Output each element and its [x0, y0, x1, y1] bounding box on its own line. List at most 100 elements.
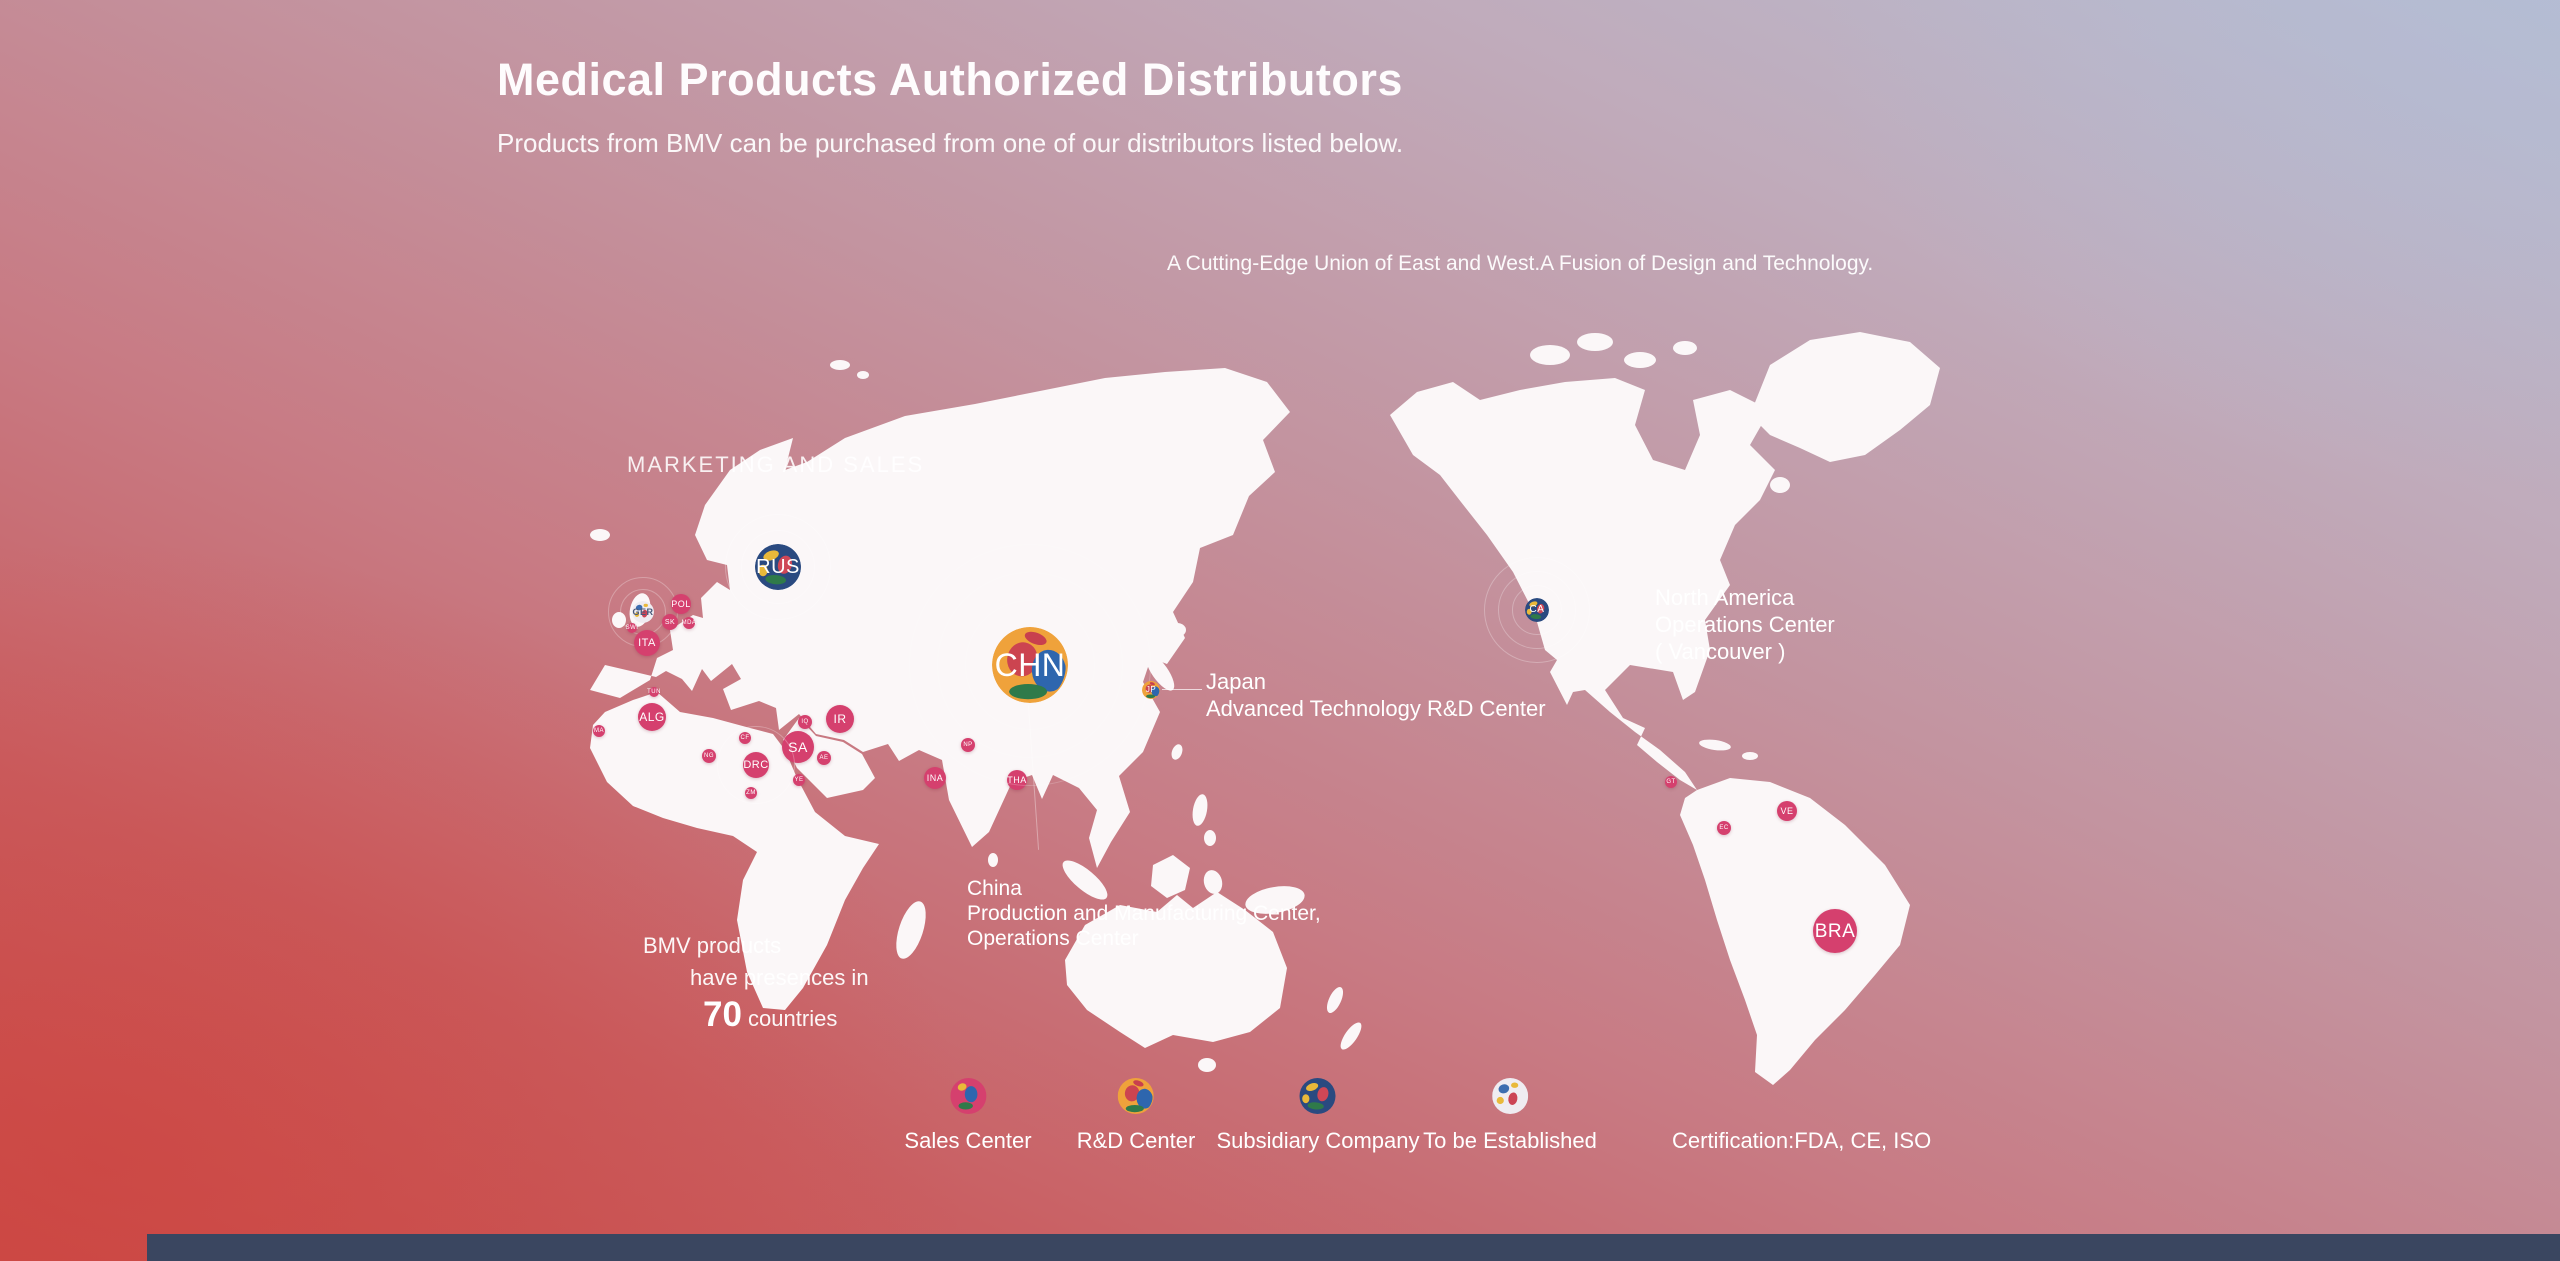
marker-code-label: CA: [1529, 604, 1545, 615]
map-marker-ec[interactable]: EC: [1717, 821, 1731, 835]
legend-label: To be Established: [1423, 1128, 1597, 1153]
map-marker-bra[interactable]: BRA: [1813, 909, 1857, 953]
marker-code-label: CHN: [994, 647, 1066, 683]
map-marker-rus[interactable]: RUS: [725, 514, 831, 620]
japan-connector-line: [1162, 689, 1202, 690]
newfoundland-island: [1770, 477, 1790, 493]
marker-code-label: IQ: [801, 719, 809, 725]
tasmania-island: [1198, 1058, 1216, 1072]
map-marker-mda[interactable]: MDA: [681, 617, 697, 629]
presence-stats: BMV products have presences in 70 countr…: [643, 933, 869, 1035]
map-marker-ca[interactable]: CA: [1484, 557, 1590, 663]
rnd-globe-icon: [992, 627, 1068, 703]
marker-code-label: SWI: [625, 625, 639, 631]
marker-code-label: ZM: [746, 790, 756, 796]
tbd-legend-globe-icon: [1491, 1078, 1528, 1114]
arctic-island-3: [1624, 352, 1656, 368]
map-marker-zm[interactable]: ZM: [745, 787, 757, 799]
legend-label: Sales Center: [904, 1128, 1032, 1153]
china-callout: China Production and Manufacturing Cente…: [967, 876, 1321, 951]
new-zealand-north-island: [1326, 987, 1344, 1013]
sumatra-island: [1062, 860, 1108, 900]
marker-code-label: GT: [1666, 779, 1676, 785]
marker-code-label: CF: [740, 735, 750, 741]
map-marker-sa[interactable]: SA: [782, 731, 814, 763]
marker-ripple-ring: [717, 726, 795, 804]
map-marker-chn[interactable]: CHN: [909, 544, 1151, 786]
map-marker-tun[interactable]: TUN: [647, 687, 661, 697]
country-count: 70: [703, 995, 742, 1034]
map-marker-jp[interactable]: JP: [1142, 681, 1160, 699]
map-marker-ye[interactable]: YE: [793, 774, 805, 786]
tbd-globe-icon: [632, 601, 654, 623]
map-marker-swi[interactable]: SWI: [625, 623, 639, 633]
map-marker-ma[interactable]: MA: [593, 725, 605, 737]
header: Medical Products Authorized Distributors…: [497, 54, 1403, 159]
arctic-island-1: [1530, 345, 1570, 365]
marker-code-label: JP: [1145, 685, 1157, 694]
marker-code-label: RUS: [756, 556, 800, 578]
map-marker-ir[interactable]: IR: [826, 705, 854, 733]
map-marker-ng[interactable]: NG: [702, 749, 716, 763]
map-marker-ger[interactable]: GER: [608, 577, 678, 647]
legend-label: R&D Center: [1076, 1128, 1196, 1153]
marker-code-label: SA: [788, 739, 808, 755]
china-callout-country: China: [967, 877, 1022, 900]
subsidiary-globe-icon: [1525, 598, 1549, 622]
page-subtitle: Products from BMV can be purchased from …: [497, 128, 1404, 158]
japan-honshu-island: [1145, 653, 1175, 691]
map-marker-iq[interactable]: IQ: [798, 715, 812, 729]
map-marker-ita[interactable]: ITA: [634, 630, 660, 656]
map-marker-sk[interactable]: SK: [662, 614, 678, 630]
marker-ripple-ring: [725, 514, 831, 620]
region-label-marketing-sales: MARKETING AND SALES: [627, 452, 925, 477]
legend-label: Subsidiary Company: [1216, 1128, 1420, 1153]
map-marker-drc[interactable]: DRC: [717, 726, 795, 804]
marker-code-label: AE: [819, 755, 829, 761]
australia-landmass: [1065, 892, 1287, 1048]
marker-code-label: MDA: [681, 620, 697, 626]
map-marker-ve[interactable]: VE: [1777, 801, 1797, 821]
map-marker-gt[interactable]: GT: [1665, 776, 1677, 788]
japan-hokkaido-island: [1168, 623, 1186, 637]
hispaniola-island: [1742, 752, 1758, 760]
subsidiary-globe-icon: [755, 544, 801, 590]
south-america-landmass: [1680, 778, 1910, 1085]
svalbard-islands: [830, 360, 850, 370]
arctic-island-4: [1673, 341, 1697, 355]
map-marker-ae[interactable]: AE: [817, 751, 831, 765]
japan-callout: Japan Advanced Technology R&D Center: [1206, 668, 1546, 722]
marker-ripple-ring: [1484, 557, 1590, 663]
marker-code-label: MA: [594, 728, 604, 734]
map-marker-pol[interactable]: POL: [671, 594, 691, 614]
legend-item-sales: Sales Center: [904, 1078, 1032, 1154]
marker-code-label: TUN: [647, 689, 661, 695]
stats-line2: have presences in: [690, 965, 869, 990]
sales-legend-globe-icon: [950, 1078, 986, 1114]
sulawesi-island: [1203, 870, 1223, 894]
philippines-island-1: [1192, 794, 1208, 826]
page-title: Medical Products Authorized Distributors: [497, 54, 1403, 105]
marker-code-label: POL: [671, 598, 691, 609]
marker-code-label: THA: [1007, 774, 1027, 785]
marker-code-label: YE: [794, 777, 804, 783]
marker-code-label: VE: [1780, 805, 1794, 816]
map-marker-alg[interactable]: ALG: [638, 703, 666, 731]
certification-text: Certification:FDA, CE, ISO: [1672, 1128, 1932, 1153]
marker-code-label: GER: [632, 606, 654, 617]
taiwan-island: [1171, 744, 1183, 760]
na-callout-desc: Operations Center: [1655, 612, 1835, 637]
legend-item-subsidiary: Subsidiary Company: [1216, 1078, 1420, 1154]
footer-bar: [147, 1234, 2560, 1261]
japan-callout-desc: Advanced Technology R&D Center: [1206, 696, 1546, 721]
new-guinea-island: [1245, 886, 1305, 914]
marker-code-label: ALG: [639, 710, 665, 724]
marker-code-label: EC: [1719, 825, 1729, 831]
rnd-globe-icon: [1142, 681, 1160, 699]
legend-item-rnd: R&D Center: [1076, 1078, 1196, 1154]
map-marker-ina[interactable]: INA: [924, 767, 946, 789]
madagascar-island: [896, 901, 926, 959]
cuba-island: [1699, 739, 1731, 751]
new-zealand-south-island: [1340, 1022, 1362, 1050]
subsidiary-legend-globe-icon: [1299, 1078, 1336, 1114]
